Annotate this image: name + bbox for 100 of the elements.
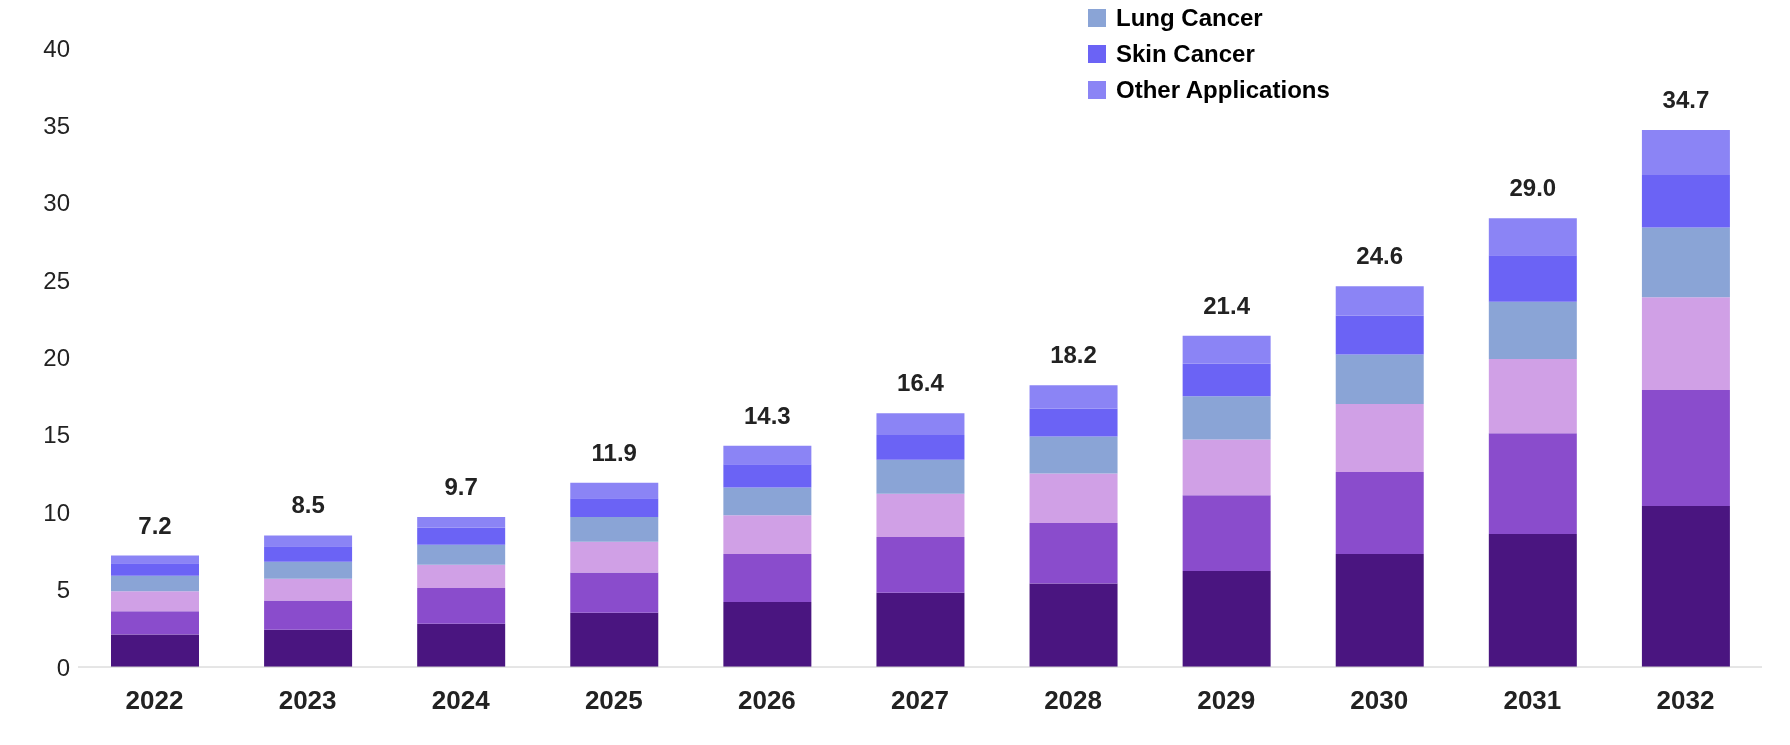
bar bbox=[1488, 359, 1577, 434]
bar bbox=[723, 602, 812, 667]
bar bbox=[876, 537, 965, 593]
bar bbox=[1641, 174, 1730, 228]
x-tick-label: 2023 bbox=[278, 685, 337, 716]
bar bbox=[1488, 301, 1577, 360]
bar bbox=[1641, 390, 1730, 507]
bar bbox=[570, 572, 659, 613]
total-label: 24.6 bbox=[1356, 242, 1404, 270]
bar bbox=[264, 561, 353, 579]
bar bbox=[876, 413, 965, 435]
bar bbox=[1182, 571, 1271, 667]
bar bbox=[417, 623, 506, 667]
bar bbox=[1182, 439, 1271, 496]
bar bbox=[1182, 495, 1271, 572]
bar bbox=[417, 516, 506, 528]
y-tick-label: 40 bbox=[43, 34, 70, 62]
x-tick-label: 2028 bbox=[1044, 685, 1103, 716]
x-tick-label: 2032 bbox=[1656, 685, 1715, 716]
bar bbox=[1488, 255, 1577, 302]
bar bbox=[723, 445, 812, 465]
bar bbox=[1335, 472, 1424, 555]
bar bbox=[570, 482, 659, 499]
x-tick-label: 2025 bbox=[584, 685, 643, 716]
bar bbox=[264, 546, 353, 562]
bar bbox=[111, 591, 199, 612]
x-tick-label: 2027 bbox=[891, 685, 949, 716]
bar bbox=[1182, 363, 1271, 397]
bar bbox=[1641, 227, 1730, 298]
bar bbox=[111, 555, 199, 564]
x-tick-label: 2030 bbox=[1350, 685, 1409, 716]
y-tick-label: 35 bbox=[43, 111, 70, 139]
legend-label: Skin Cancer bbox=[1116, 40, 1255, 68]
bar bbox=[1488, 218, 1577, 256]
bar bbox=[570, 612, 659, 667]
bar bbox=[570, 498, 659, 517]
total-label: 16.4 bbox=[897, 369, 945, 397]
bar bbox=[723, 515, 812, 555]
bar bbox=[1029, 408, 1118, 437]
legend-label: Lung Cancer bbox=[1116, 4, 1263, 32]
bar bbox=[1641, 130, 1730, 175]
bar bbox=[111, 563, 199, 576]
bar bbox=[1029, 473, 1118, 524]
bar bbox=[876, 434, 965, 460]
bar bbox=[1641, 297, 1730, 390]
bar bbox=[1335, 554, 1424, 667]
bar bbox=[1488, 433, 1577, 534]
total-label: 7.2 bbox=[138, 511, 172, 539]
bar bbox=[264, 629, 353, 667]
bar bbox=[723, 554, 812, 603]
bar bbox=[876, 592, 965, 667]
y-tick-label: 30 bbox=[43, 189, 70, 217]
bar bbox=[723, 487, 812, 516]
bar bbox=[1335, 315, 1424, 355]
x-tick-label: 2031 bbox=[1503, 685, 1562, 716]
bar bbox=[111, 634, 199, 667]
bar bbox=[723, 464, 812, 488]
bar bbox=[1029, 436, 1118, 474]
bar bbox=[1182, 396, 1271, 440]
bar bbox=[1029, 523, 1118, 584]
bar bbox=[876, 459, 965, 494]
total-label: 18.2 bbox=[1050, 341, 1097, 369]
bar bbox=[876, 493, 965, 538]
bar bbox=[417, 588, 506, 624]
bar bbox=[264, 535, 353, 547]
bar bbox=[417, 544, 506, 565]
y-tick-label: 0 bbox=[56, 653, 70, 681]
total-label: 29.0 bbox=[1509, 174, 1557, 202]
total-label: 9.7 bbox=[444, 472, 478, 500]
y-tick-label: 20 bbox=[43, 344, 70, 372]
y-tick-label: 10 bbox=[43, 498, 70, 526]
y-tick-label: 5 bbox=[56, 576, 70, 604]
bar bbox=[1335, 354, 1424, 404]
x-tick-label: 2026 bbox=[737, 685, 796, 716]
x-tick-label: 2029 bbox=[1197, 685, 1256, 716]
bar bbox=[1029, 583, 1118, 667]
bar bbox=[570, 541, 659, 573]
bar bbox=[111, 611, 199, 635]
x-tick-label: 2024 bbox=[431, 685, 491, 716]
x-tick-label: 2022 bbox=[125, 685, 184, 716]
y-tick-label: 15 bbox=[43, 421, 70, 449]
bar bbox=[417, 564, 506, 589]
total-label: 14.3 bbox=[744, 401, 791, 429]
bar bbox=[570, 516, 659, 542]
bar bbox=[111, 575, 199, 592]
bar bbox=[1335, 403, 1424, 473]
total-label: 34.7 bbox=[1662, 86, 1710, 114]
bar bbox=[1488, 533, 1577, 667]
total-label: 21.4 bbox=[1203, 291, 1251, 319]
bar bbox=[264, 600, 353, 630]
bar bbox=[1182, 335, 1271, 364]
bar bbox=[264, 578, 353, 601]
bar bbox=[1641, 506, 1730, 667]
y-tick-label: 25 bbox=[43, 266, 70, 294]
legend-label: Other Applications bbox=[1116, 76, 1330, 104]
bar bbox=[1029, 385, 1118, 409]
bar bbox=[417, 527, 506, 545]
total-label: 11.9 bbox=[591, 438, 637, 466]
total-label: 8.5 bbox=[291, 491, 325, 519]
bar bbox=[1335, 286, 1424, 316]
